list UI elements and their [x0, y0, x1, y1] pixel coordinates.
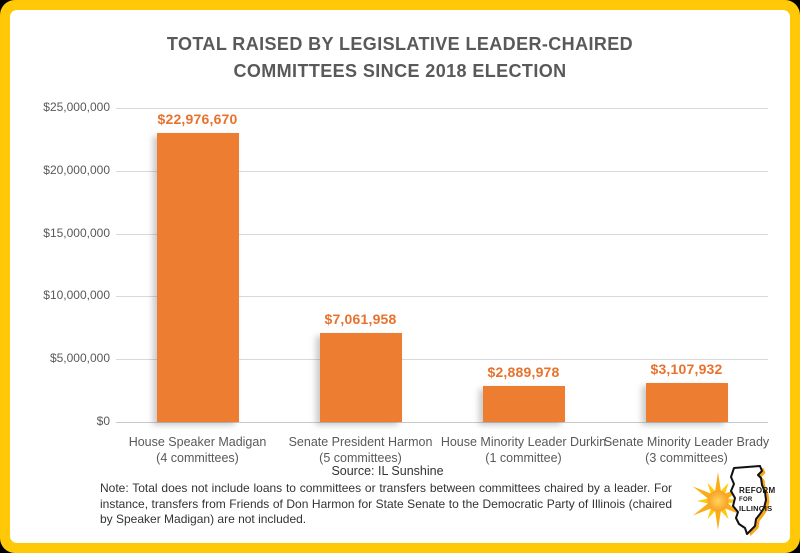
y-axis-tick-label: $10,000,000 [43, 288, 110, 303]
sunburst-icon [691, 472, 745, 530]
chart-canvas [10, 10, 790, 543]
gridline [116, 233, 768, 235]
category-name: House Speaker Madigan [128, 435, 267, 449]
bar [645, 382, 728, 422]
logo-graphic: REFORM FOR ILLINOIS [691, 465, 775, 536]
bar-value-label: $2,889,978 [487, 363, 560, 380]
bar-value-label: $7,061,958 [324, 311, 397, 328]
y-axis-tick-label: $25,000,000 [43, 100, 110, 114]
category-committee-count: (3 committees) [645, 451, 728, 465]
bar [482, 385, 565, 422]
y-axis-tick-label: $5,000,000 [49, 351, 110, 366]
gridline [116, 296, 768, 298]
gridline [116, 359, 768, 361]
note-text: Note: Total does not include loans to co… [100, 481, 672, 526]
logo-text-illinois: ILLINOIS [739, 504, 772, 513]
category-name: Senate Minority Leader Brady [603, 435, 770, 449]
bar [156, 133, 239, 422]
category-committee-count: (4 committees) [156, 451, 239, 465]
gridline [116, 170, 768, 172]
category-label: House Speaker Madigan (4 committees) [111, 434, 284, 466]
y-axis-tick-label: $0 [96, 414, 110, 428]
category-committee-count: (1 committee) [485, 451, 562, 465]
bar-value-label: $3,107,932 [650, 360, 723, 377]
bar [319, 333, 402, 422]
bar-value-label: $22,976,670 [157, 111, 238, 128]
y-axis-tick-label: $15,000,000 [43, 225, 110, 240]
chart-title-line2: COMMITTEES SINCE 2018 ELECTION [233, 61, 567, 81]
logo-text-reform: REFORM [739, 486, 775, 495]
category-name: Senate President Harmon [288, 435, 433, 449]
gridline [116, 108, 768, 109]
chart-title: TOTAL RAISED BY LEGISLATIVE LEADER-CHAIR… [0, 31, 800, 85]
category-name: House Minority Leader Durkin [440, 435, 607, 449]
illinois-outline-icon [730, 465, 770, 536]
gridline [116, 422, 768, 423]
category-label: Senate President Harmon (5 committees) [274, 434, 447, 466]
source-caption: Source: IL Sunshine [331, 464, 444, 478]
y-axis-tick-label: $20,000,000 [43, 162, 110, 177]
category-committee-count: (5 committees) [319, 451, 402, 465]
category-label: House Minority Leader Durkin (1 committee… [437, 434, 610, 466]
reform-for-illinois-logo: REFORM FOR ILLINOIS [691, 459, 788, 543]
category-label: Senate Minority Leader Brady (3 committee… [600, 434, 773, 466]
logo-text-for: FOR [739, 497, 753, 503]
chart-title-line1: TOTAL RAISED BY LEGISLATIVE LEADER-CHAIR… [166, 34, 634, 54]
